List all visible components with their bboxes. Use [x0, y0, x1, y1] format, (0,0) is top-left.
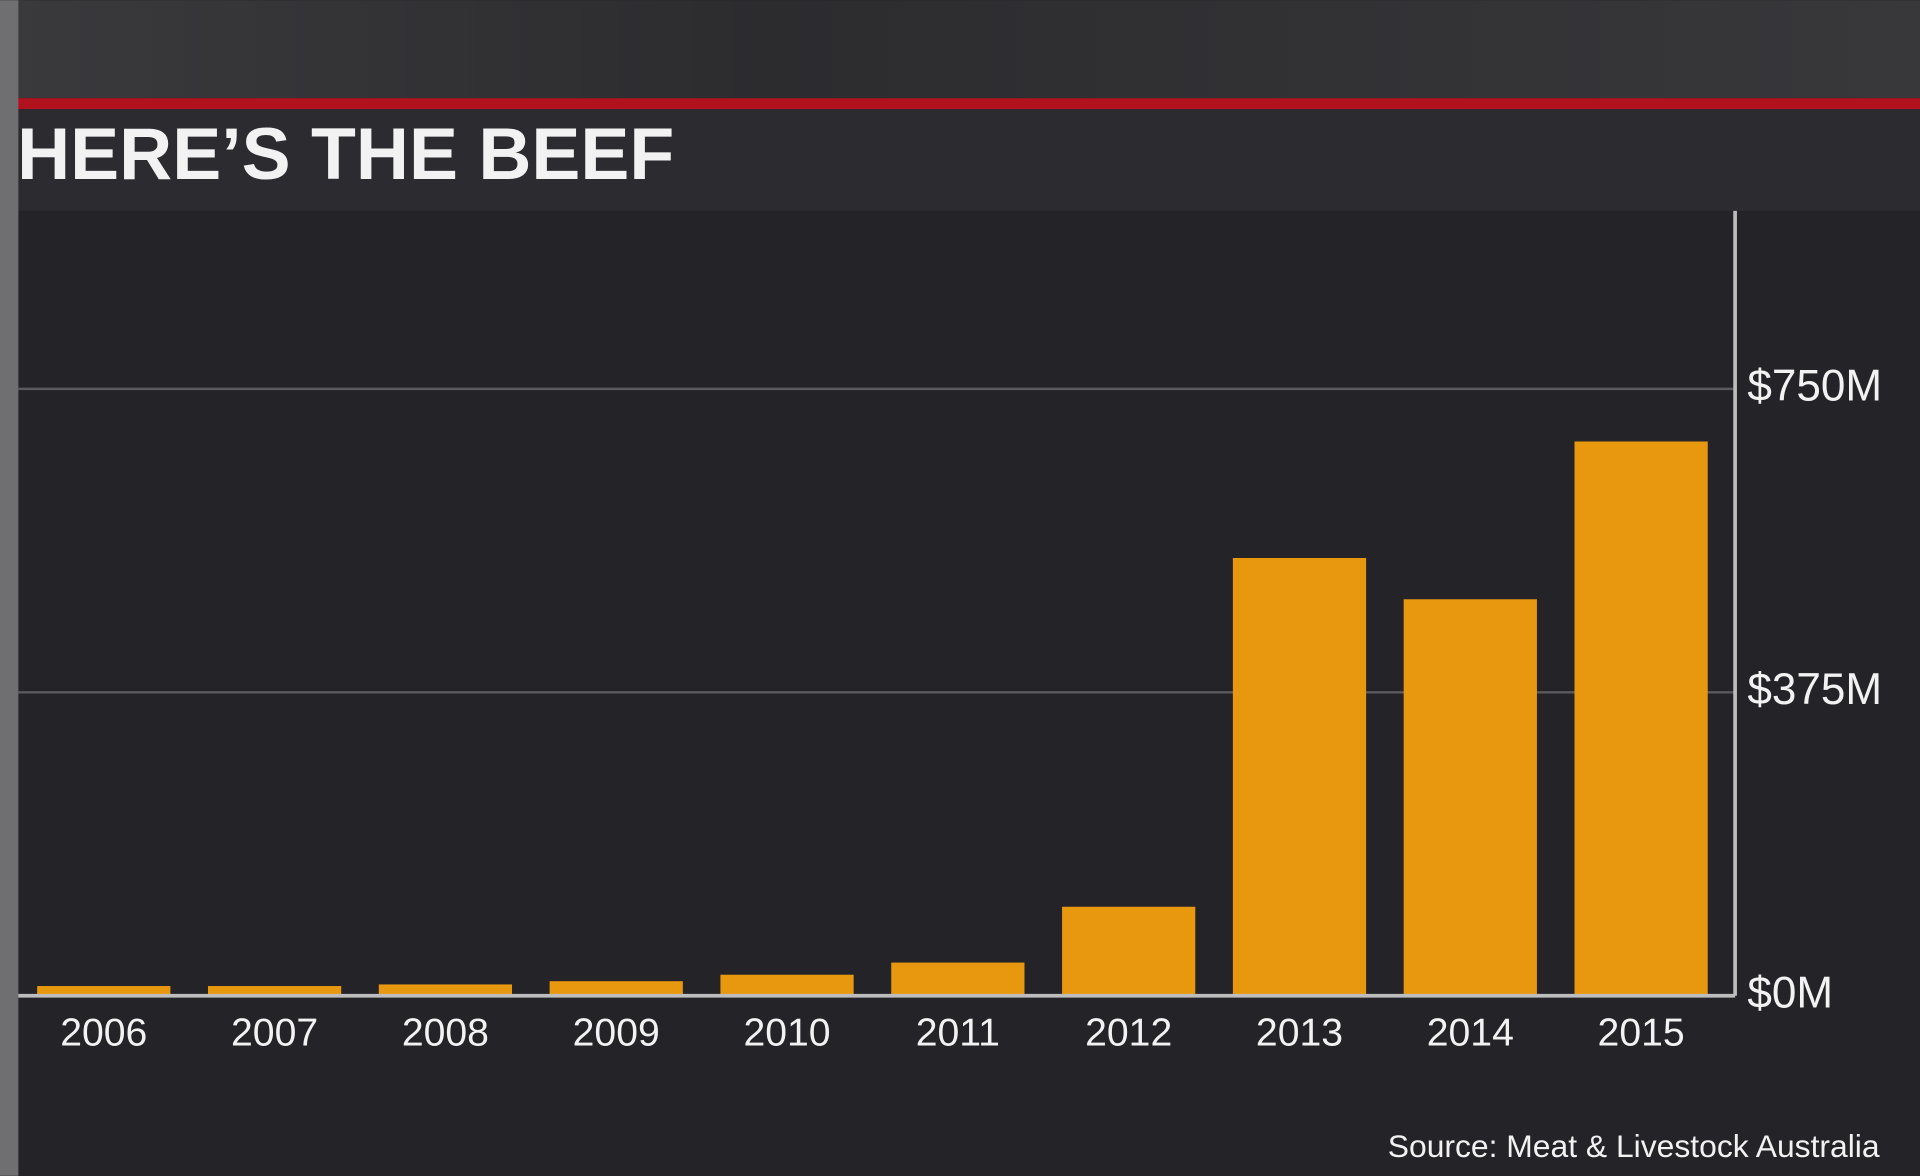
x-tick-label: 2013	[1256, 1011, 1343, 1054]
x-tick-label: 2010	[743, 1011, 830, 1054]
bar	[891, 962, 1025, 996]
y-tick-label: $0M	[1747, 968, 1833, 1017]
left-edge	[0, 0, 19, 1176]
chart-title: HERE’S THE BEEF	[17, 112, 674, 195]
x-tick-label: 2009	[573, 1011, 660, 1054]
bar	[37, 986, 171, 996]
bar	[720, 974, 854, 996]
top-band	[0, 0, 1920, 99]
bar	[1574, 441, 1708, 996]
x-tick-label: 2007	[231, 1011, 318, 1054]
bar	[549, 981, 683, 996]
bar	[1232, 557, 1367, 996]
red-stripe	[0, 98, 1920, 110]
x-tick-label: 2014	[1427, 1011, 1514, 1054]
source-note: Source: Meat & Livestock Australia	[1388, 1128, 1880, 1164]
x-tick-label: 2011	[916, 1011, 1000, 1054]
y-tick-label: $750M	[1747, 362, 1882, 411]
bar	[207, 986, 342, 996]
bar	[1403, 599, 1537, 996]
x-tick-label: 2015	[1598, 1011, 1685, 1054]
y-tick-label: $375M	[1747, 665, 1882, 714]
x-tick-label: 2008	[402, 1011, 489, 1054]
x-tick-label: 2006	[60, 1011, 147, 1054]
title-band	[0, 109, 1920, 211]
bar	[1062, 906, 1196, 996]
bar	[378, 984, 513, 996]
x-tick-label: 2012	[1085, 1011, 1172, 1054]
